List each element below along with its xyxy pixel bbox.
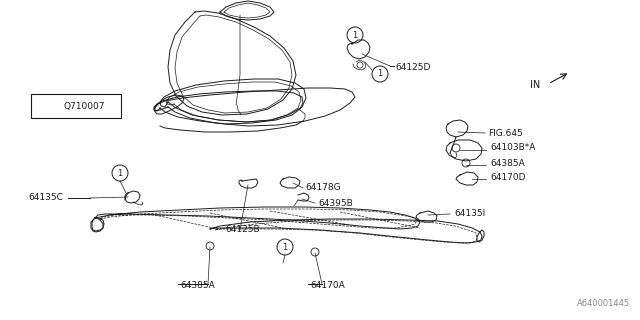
Text: 64178G: 64178G (305, 183, 340, 193)
FancyBboxPatch shape (31, 94, 121, 118)
Text: 1: 1 (378, 69, 383, 78)
Text: Q710007: Q710007 (63, 101, 104, 110)
Text: A640001445: A640001445 (577, 299, 630, 308)
Text: IN: IN (530, 80, 540, 90)
Text: 64170A: 64170A (310, 282, 345, 291)
Text: 64103B*A: 64103B*A (490, 143, 536, 153)
Text: 64170D: 64170D (490, 173, 525, 182)
Text: 64385A: 64385A (490, 158, 525, 167)
Text: 64125B: 64125B (225, 226, 260, 235)
Text: 1: 1 (43, 101, 47, 110)
Text: 64135I: 64135I (454, 209, 485, 218)
Text: 1: 1 (117, 169, 123, 178)
Text: 64135C: 64135C (28, 194, 63, 203)
Text: 1: 1 (353, 30, 358, 39)
Text: 64395B: 64395B (318, 198, 353, 207)
Text: FIG.645: FIG.645 (488, 129, 523, 138)
Text: 1: 1 (282, 243, 287, 252)
Text: 64125D: 64125D (395, 63, 430, 73)
Text: 64385A: 64385A (180, 282, 215, 291)
